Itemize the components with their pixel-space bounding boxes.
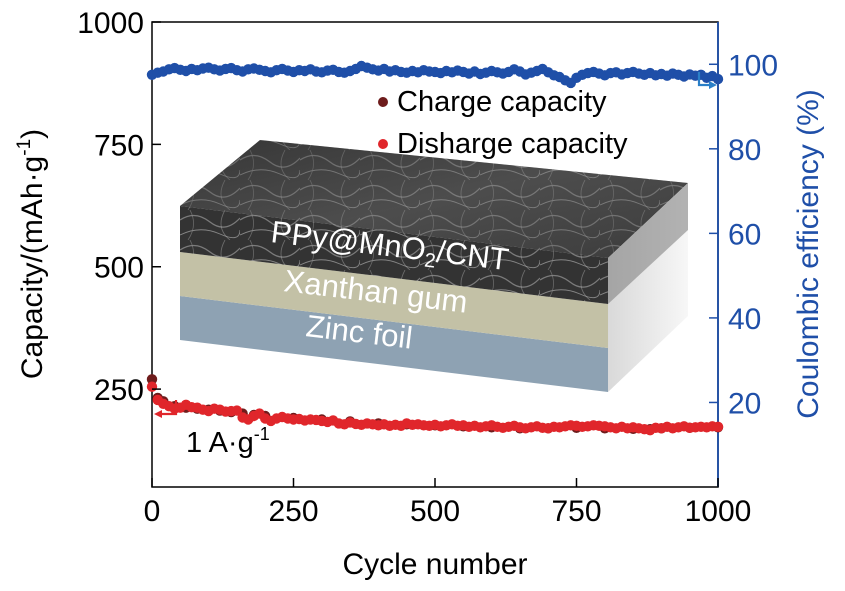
series-0-point [146, 374, 158, 385]
right-tick-label: 20 [728, 387, 761, 420]
right-ticks: 20 40 60 80 100 [709, 49, 778, 420]
series-1-point [712, 421, 724, 432]
series-1-point [146, 381, 158, 392]
right-axis-arrow [697, 72, 713, 87]
left-tick-label: 750 [94, 129, 144, 162]
x-axis-label: Cycle number [342, 548, 527, 581]
series-2-point [712, 73, 724, 85]
current-density-annotation: 1 A·g-1 [186, 424, 270, 459]
legend-marker-discharge [378, 139, 388, 149]
series-layer [146, 60, 724, 436]
legend: Charge capacity Disharge capacity [378, 86, 628, 160]
zinc-foil-layer [180, 296, 608, 392]
right-axis-arrowhead [709, 81, 717, 89]
right-tick-label: 40 [728, 303, 761, 336]
xanthan-gum-layer [180, 252, 608, 348]
series-2 [146, 60, 724, 89]
left-axis-arrow [158, 400, 178, 416]
legend-label-discharge: Disharge capacity [397, 128, 628, 160]
bottom-tick-label: 750 [551, 495, 601, 528]
bottom-tick-label: 250 [268, 495, 318, 528]
bottom-tick-label: 500 [410, 495, 460, 528]
y-axis-left-label: Capacity/(mAh·g-1) [14, 129, 49, 379]
bottom-tick-label: 1000 [685, 495, 752, 528]
electrode-inset: PPy@MnO2/CNT Xanthan gum Zinc foil [180, 140, 688, 392]
y-axis-right-label: Coulombic efficiency (%) [792, 89, 825, 419]
ppy-mno2-cnt-layer [180, 206, 608, 304]
series-1 [146, 381, 724, 436]
legend-marker-charge [378, 97, 388, 107]
series-1-point [231, 405, 243, 416]
left-axis-arrowhead [154, 410, 162, 418]
right-tick-label: 80 [728, 134, 761, 167]
left-tick-label: 1000 [77, 7, 144, 40]
left-tick-label: 250 [94, 374, 144, 407]
bottom-ticks: 0 250 500 750 1000 [144, 478, 752, 528]
right-tick-label: 100 [728, 49, 778, 82]
legend-label-charge: Charge capacity [397, 86, 607, 118]
bottom-tick-label: 0 [144, 495, 161, 528]
left-tick-label: 500 [94, 252, 144, 285]
left-ticks: 250 500 750 1000 [77, 7, 161, 407]
right-tick-label: 60 [728, 218, 761, 251]
